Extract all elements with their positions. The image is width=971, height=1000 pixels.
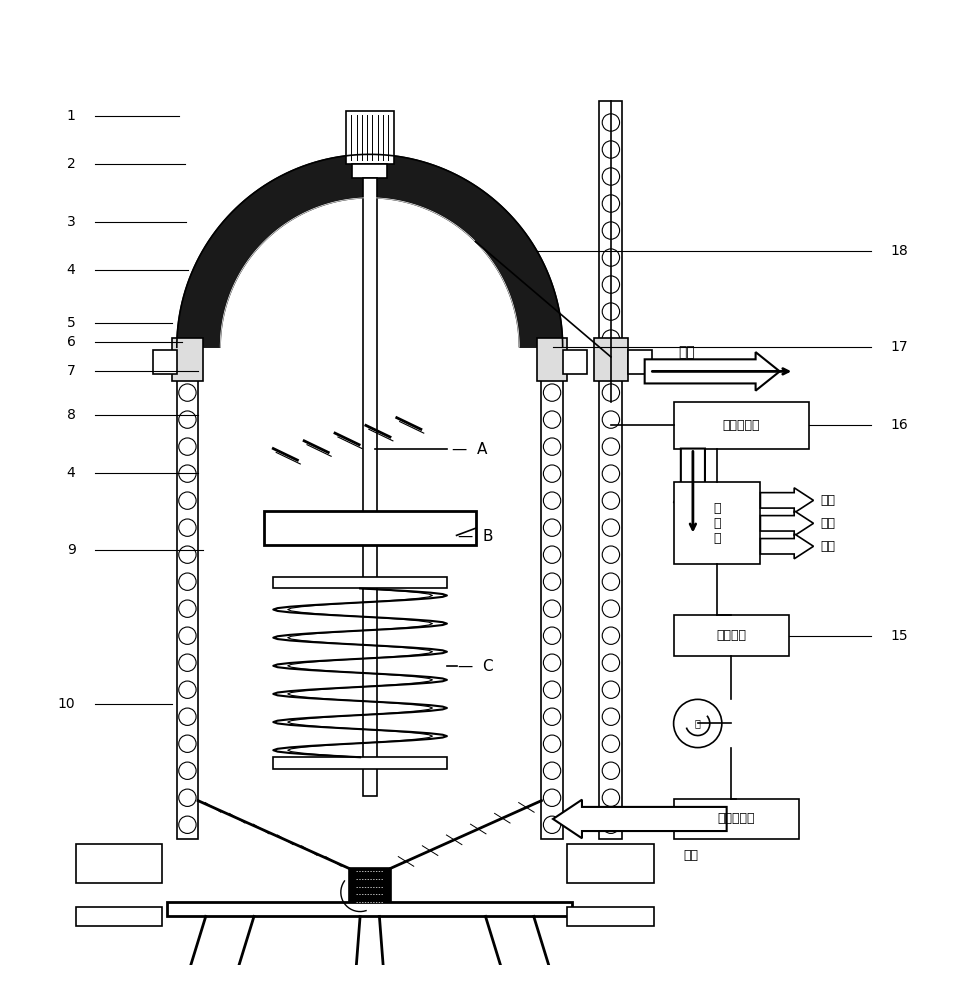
Text: 16: 16 xyxy=(890,418,909,432)
Text: 调压装置: 调压装置 xyxy=(717,629,747,642)
Bar xyxy=(352,164,387,178)
Text: 4: 4 xyxy=(67,466,76,480)
Bar xyxy=(567,907,654,926)
Text: 3: 3 xyxy=(67,215,76,229)
Bar xyxy=(628,350,653,374)
Polygon shape xyxy=(177,154,562,347)
Text: 发电: 发电 xyxy=(820,540,835,553)
Text: 18: 18 xyxy=(890,244,909,258)
Bar xyxy=(674,799,799,839)
Text: 5: 5 xyxy=(67,316,76,330)
Bar xyxy=(264,511,476,545)
Text: 7: 7 xyxy=(67,364,76,378)
Text: 泵: 泵 xyxy=(695,718,701,728)
Text: 储
气
罐: 储 气 罐 xyxy=(714,502,720,545)
Bar xyxy=(562,350,586,374)
Text: —  B: — B xyxy=(458,529,494,544)
Bar xyxy=(273,757,447,769)
FancyArrow shape xyxy=(645,352,780,391)
Bar xyxy=(273,577,447,588)
Text: 8: 8 xyxy=(67,408,76,422)
Text: 气体压缩机: 气体压缩机 xyxy=(722,419,760,432)
Bar xyxy=(542,347,562,839)
Bar xyxy=(76,844,162,883)
Bar xyxy=(599,101,622,839)
Text: 4: 4 xyxy=(67,263,76,277)
Bar xyxy=(177,347,198,839)
Text: 15: 15 xyxy=(890,629,908,643)
Bar xyxy=(346,111,394,164)
Bar xyxy=(674,402,809,449)
Bar xyxy=(167,902,572,916)
Text: 9: 9 xyxy=(67,543,76,557)
Bar xyxy=(349,868,391,907)
FancyArrow shape xyxy=(553,800,726,838)
Text: 10: 10 xyxy=(58,697,76,711)
Text: 用户: 用户 xyxy=(820,494,835,507)
Text: 沼气: 沼气 xyxy=(679,345,695,359)
Text: 2: 2 xyxy=(67,157,76,171)
Text: 6: 6 xyxy=(67,335,76,349)
FancyArrow shape xyxy=(760,511,814,536)
Bar xyxy=(172,338,203,381)
Text: 锅炉: 锅炉 xyxy=(820,517,835,530)
Text: —  C: — C xyxy=(458,659,494,674)
Bar xyxy=(674,482,760,564)
FancyArrow shape xyxy=(760,534,814,559)
Text: —  A: — A xyxy=(452,442,487,457)
Bar xyxy=(593,338,628,381)
Bar xyxy=(152,350,177,374)
Text: 1: 1 xyxy=(67,109,76,123)
Bar xyxy=(537,338,567,381)
Bar xyxy=(674,615,789,656)
FancyArrow shape xyxy=(674,449,712,526)
Circle shape xyxy=(674,699,721,748)
Bar xyxy=(567,844,654,883)
Bar xyxy=(362,178,377,796)
Bar xyxy=(76,907,162,926)
FancyArrow shape xyxy=(760,488,814,513)
Text: 17: 17 xyxy=(890,340,908,354)
Text: 气力输送泵: 气力输送泵 xyxy=(718,812,755,825)
Text: 物料: 物料 xyxy=(684,849,698,862)
